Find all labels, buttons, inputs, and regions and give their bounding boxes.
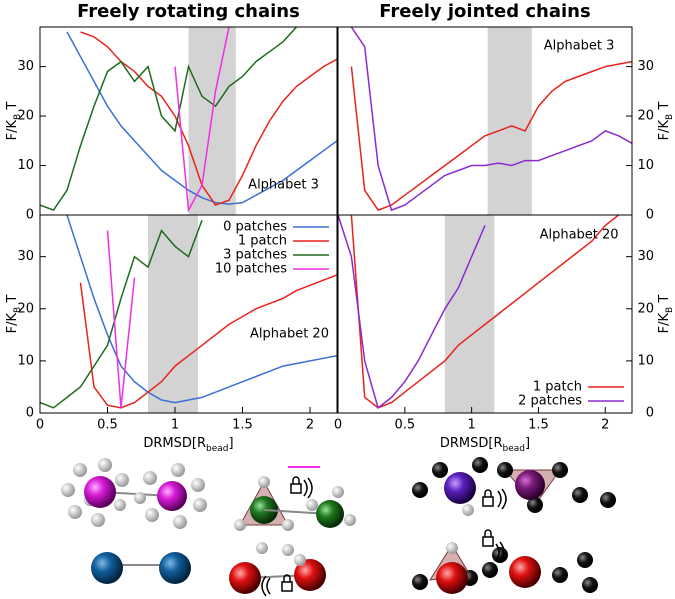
series-line <box>174 27 230 213</box>
x-axis-label-part: bead <box>206 444 228 454</box>
legend-label: 0 patches <box>223 220 287 235</box>
y-axis-label-part: B <box>665 114 675 120</box>
annotation: Alphabet 3 <box>544 38 615 53</box>
series-line <box>80 31 337 207</box>
illustrations <box>61 457 616 597</box>
legend-label: 2 patches <box>518 394 582 409</box>
y-axis-label-part: T <box>5 102 20 114</box>
x-tick-label: 0 <box>334 418 342 433</box>
series-line <box>79 274 337 409</box>
y-axis-label-part: B <box>13 114 23 120</box>
y-axis-label-part: B <box>13 307 23 313</box>
y-axis-label-part: T <box>5 295 20 307</box>
y-axis-label: F/KB T <box>5 102 23 141</box>
y-axis-label: F/KB T <box>5 295 23 334</box>
panel: 0 10 20 30 0 0.5 1 1.5 2 F/KB T DRMSD[Rbead] Alphab… <box>334 214 675 454</box>
y-axis-label-part: F/K <box>657 119 672 140</box>
shaded-region <box>444 215 495 413</box>
x-tick-label: 2 <box>601 418 609 433</box>
x-tick-label: 1 <box>467 418 475 433</box>
legend-label: 3 patches <box>223 248 287 263</box>
x-tick-label: 0.5 <box>97 418 118 433</box>
y-tick-label: 10 <box>637 353 654 368</box>
y-axis-label-part: T <box>657 295 672 307</box>
x-tick-label: 2 <box>306 418 314 433</box>
y-axis-label-part: T <box>657 102 672 114</box>
x-axis-label-part: ] <box>229 436 234 451</box>
x-axis-label: DRMSD[Rbead] <box>440 436 530 454</box>
shaded-region <box>188 27 236 215</box>
series-line <box>40 27 298 212</box>
series-line <box>350 60 632 212</box>
x-tick-label: 1 <box>171 418 179 433</box>
panel: Freely jointed chains 0 10 20 30 F/KB T Alphab… <box>337 1 675 223</box>
y-tick-label: 30 <box>637 249 654 264</box>
plot-frame <box>39 214 338 414</box>
series-line <box>66 215 337 404</box>
y-axis-label-part: F/K <box>5 312 20 333</box>
x-axis-label-part: DRMSD[R <box>143 436 206 451</box>
y-axis-label-part: F/K <box>657 312 672 333</box>
x-tick-label: 0 <box>36 418 44 433</box>
panel: Freely rotating chains 0 10 20 30 F/KB T Alpha… <box>5 1 338 223</box>
legend-label: 1 patch <box>238 234 287 249</box>
y-tick-label: 10 <box>637 158 654 173</box>
series-line <box>66 31 337 205</box>
annotation: Alphabet 20 <box>540 227 619 242</box>
y-tick-label: 30 <box>17 249 34 264</box>
y-tick-label: 30 <box>17 59 34 74</box>
y-tick-label: 0 <box>26 406 34 421</box>
y-axis-label-part: B <box>665 307 675 313</box>
y-axis-label-part: F/K <box>5 119 20 140</box>
y-tick-label: 20 <box>17 301 34 316</box>
x-tick-label: 1.5 <box>232 418 253 433</box>
y-tick-label: 20 <box>637 301 654 316</box>
y-axis-label: F/KB T <box>657 102 675 141</box>
series-line <box>338 215 486 410</box>
shaded-region <box>148 215 198 413</box>
panel-title: Freely rotating chains <box>77 1 300 22</box>
x-axis-label-part: ] <box>525 436 530 451</box>
plot-frame <box>337 214 633 414</box>
series-line <box>106 230 136 408</box>
series-line <box>350 27 632 212</box>
legend-label: 10 patches <box>215 262 287 277</box>
y-tick-label: 0 <box>26 208 34 223</box>
x-axis-label: DRMSD[Rbead] <box>143 436 233 454</box>
x-tick-label: 1.5 <box>528 418 549 433</box>
x-axis-label-part: DRMSD[R <box>440 436 503 451</box>
panel-title: Freely jointed chains <box>379 1 590 22</box>
plot-frame <box>337 26 633 216</box>
y-tick-label: 20 <box>637 109 654 124</box>
annotation: Alphabet 20 <box>250 326 329 341</box>
series-line <box>40 219 203 409</box>
legend-label: 1 patch <box>533 380 582 395</box>
y-tick-label: 10 <box>17 158 34 173</box>
shaded-region <box>487 27 532 215</box>
y-tick-label: 20 <box>17 109 34 124</box>
panel: 0 10 20 30 0 0.5 1 1.5 2 F/KB T DRMSD[Rbead] Alphab… <box>5 214 338 454</box>
annotation: Alphabet 3 <box>248 177 319 192</box>
y-tick-label: 10 <box>17 353 34 368</box>
x-axis-label-part: bead <box>503 444 525 454</box>
y-tick-label: 0 <box>646 208 654 223</box>
x-tick-label: 0.5 <box>394 418 415 433</box>
y-axis-label: F/KB T <box>657 295 675 334</box>
y-tick-label: 30 <box>637 59 654 74</box>
series-line <box>350 215 620 409</box>
y-tick-label: 0 <box>646 406 654 421</box>
